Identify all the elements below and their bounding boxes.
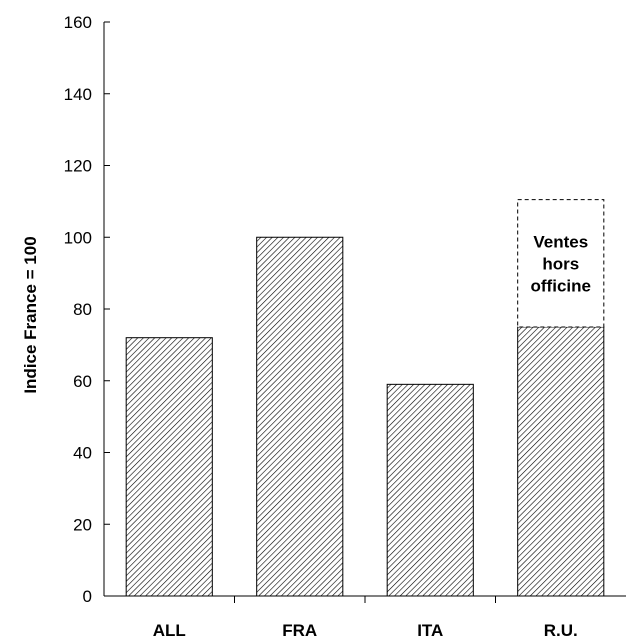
y-axis-title: Indice France = 100 — [21, 236, 40, 393]
y-tick-label: 160 — [64, 13, 92, 32]
bar — [517, 326, 605, 597]
y-tick-label: 20 — [73, 515, 92, 534]
plot-area: 0 20 40 60 80 100 120 140 160 ALL FRA ITA Ventes hors… — [64, 13, 626, 640]
bar — [386, 383, 474, 597]
x-tick-label: R.U. — [544, 621, 578, 640]
bar-segment-dashed — [517, 199, 605, 328]
y-tick-label: 80 — [73, 300, 92, 319]
y-tick-label: 100 — [64, 228, 92, 247]
y-tick-label: 60 — [73, 372, 92, 391]
y-tick-label: 0 — [83, 587, 92, 606]
bar-annotation: officine — [531, 276, 591, 295]
x-tick-label: FRA — [282, 621, 317, 640]
bar — [256, 236, 344, 597]
y-tick-label: 140 — [64, 85, 92, 104]
y-tick-label: 40 — [73, 444, 92, 463]
bar-annotation: hors — [542, 254, 579, 273]
x-tick-label: ITA — [417, 621, 443, 640]
bar-annotation: Ventes — [533, 232, 588, 251]
x-tick-label: ALL — [153, 621, 186, 640]
bar — [125, 337, 213, 597]
y-tick-label: 120 — [64, 157, 92, 176]
